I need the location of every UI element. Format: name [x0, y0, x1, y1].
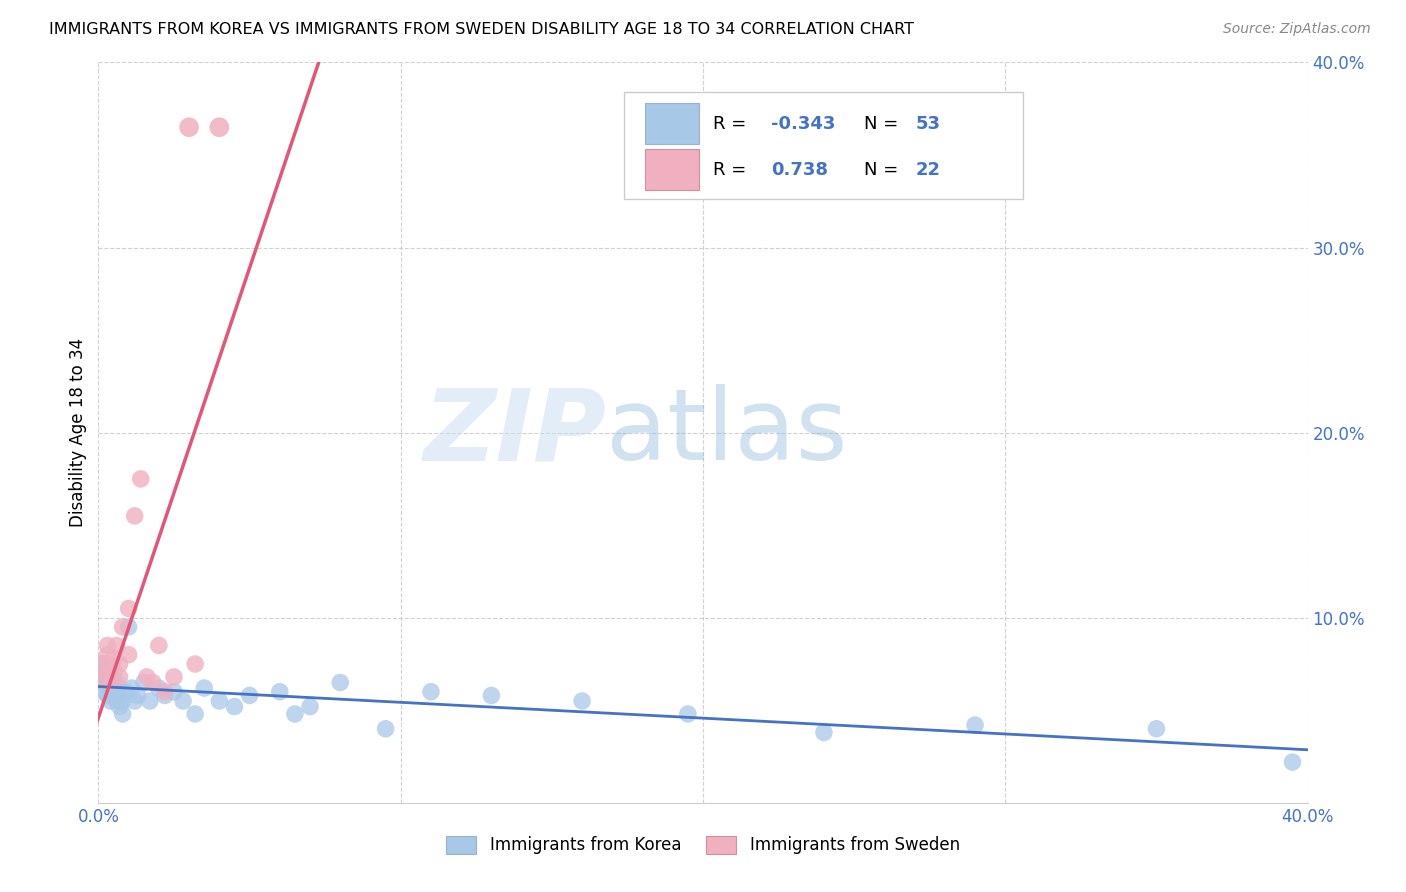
Legend: Immigrants from Korea, Immigrants from Sweden: Immigrants from Korea, Immigrants from S…: [440, 829, 966, 861]
Point: [111, 694, 134, 708]
Point: [148, 639, 170, 653]
Point: [813, 725, 835, 739]
Point: [90, 663, 112, 677]
Point: [1281, 755, 1303, 769]
Point: [420, 685, 443, 699]
Text: 22: 22: [915, 161, 941, 178]
Text: atlas: atlas: [606, 384, 848, 481]
Point: [103, 666, 125, 681]
FancyBboxPatch shape: [645, 103, 699, 145]
Point: [374, 722, 396, 736]
Point: [108, 670, 131, 684]
Point: [96, 639, 118, 653]
Point: [124, 694, 146, 708]
Text: N =: N =: [863, 161, 904, 178]
Point: [108, 689, 131, 703]
Point: [224, 699, 246, 714]
Point: [184, 657, 207, 671]
Point: [329, 675, 352, 690]
Text: 0.738: 0.738: [770, 161, 828, 178]
Point: [118, 601, 141, 615]
Point: [299, 699, 322, 714]
Point: [93, 657, 115, 671]
Point: [96, 663, 118, 677]
Text: -0.343: -0.343: [770, 115, 835, 133]
Point: [100, 666, 122, 681]
FancyBboxPatch shape: [624, 92, 1024, 200]
Point: [108, 657, 131, 671]
Point: [96, 679, 118, 693]
Text: ZIP: ZIP: [423, 384, 606, 481]
Point: [193, 681, 215, 695]
Text: Source: ZipAtlas.com: Source: ZipAtlas.com: [1223, 22, 1371, 37]
Point: [93, 666, 115, 681]
Point: [93, 675, 115, 690]
Point: [269, 685, 291, 699]
Point: [132, 675, 155, 690]
Point: [163, 685, 186, 699]
Point: [93, 657, 115, 671]
Point: [103, 689, 125, 703]
Point: [139, 694, 162, 708]
Point: [103, 651, 125, 665]
Point: [100, 694, 122, 708]
Point: [114, 685, 136, 699]
Point: [142, 675, 165, 690]
Point: [284, 706, 307, 721]
Point: [208, 694, 231, 708]
Point: [153, 685, 176, 699]
FancyBboxPatch shape: [645, 149, 699, 190]
Point: [481, 689, 503, 703]
Point: [105, 639, 128, 653]
Text: R =: R =: [713, 161, 758, 178]
Point: [90, 670, 112, 684]
Point: [118, 620, 141, 634]
Point: [124, 508, 146, 523]
Point: [1144, 722, 1167, 736]
Point: [571, 694, 593, 708]
Point: [129, 472, 152, 486]
Point: [111, 706, 134, 721]
Point: [118, 648, 141, 662]
Point: [111, 620, 134, 634]
Point: [163, 670, 186, 684]
Point: [127, 689, 149, 703]
Point: [676, 706, 699, 721]
Point: [153, 689, 176, 703]
Point: [96, 648, 118, 662]
Point: [100, 675, 122, 690]
Point: [105, 685, 128, 699]
Point: [96, 670, 118, 684]
Point: [965, 718, 987, 732]
Point: [179, 120, 201, 135]
Point: [239, 689, 262, 703]
Point: [100, 685, 122, 699]
Point: [105, 694, 128, 708]
Point: [96, 689, 118, 703]
Point: [148, 681, 170, 695]
Point: [135, 670, 157, 684]
Point: [93, 685, 115, 699]
Text: IMMIGRANTS FROM KOREA VS IMMIGRANTS FROM SWEDEN DISABILITY AGE 18 TO 34 CORRELAT: IMMIGRANTS FROM KOREA VS IMMIGRANTS FROM…: [49, 22, 914, 37]
Point: [108, 699, 131, 714]
Point: [105, 675, 128, 690]
Text: R =: R =: [713, 115, 752, 133]
Text: 53: 53: [915, 115, 941, 133]
Point: [208, 120, 231, 135]
Point: [121, 681, 143, 695]
Text: N =: N =: [863, 115, 904, 133]
Y-axis label: Disability Age 18 to 34: Disability Age 18 to 34: [69, 338, 87, 527]
Point: [90, 657, 112, 671]
Point: [103, 663, 125, 677]
Point: [172, 694, 194, 708]
Point: [103, 681, 125, 695]
Point: [90, 670, 112, 684]
Point: [184, 706, 207, 721]
Point: [100, 675, 122, 690]
